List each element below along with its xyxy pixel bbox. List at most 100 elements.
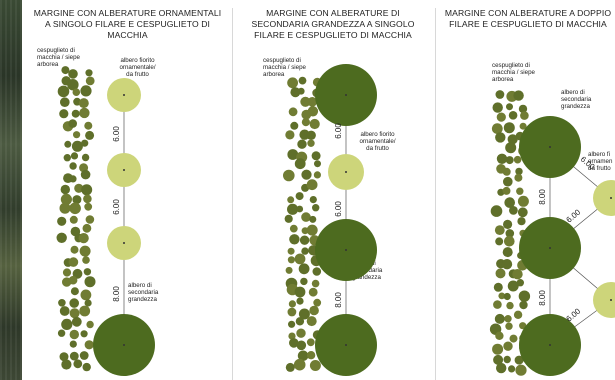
shrub-clump — [59, 109, 69, 119]
shrub-clump — [504, 197, 515, 208]
shrub-clump — [288, 107, 298, 117]
shrub-clump — [494, 313, 505, 324]
shrub-clump — [309, 305, 319, 316]
shrub-clump — [285, 130, 295, 140]
shrub-clump — [73, 359, 83, 369]
shrub-clump — [505, 142, 517, 154]
shrub-clump — [81, 184, 93, 196]
panel-3-shrub-hedge — [489, 90, 531, 376]
shrub-clump — [83, 194, 92, 204]
panel-single-row-ornamental: MARGINE CON ALBERATURE ORNAMENTALI A SIN… — [25, 0, 230, 380]
shrub-clump — [59, 202, 71, 214]
shrub-clump — [84, 276, 96, 288]
shrub-clump — [295, 192, 304, 201]
shrub-clump — [285, 266, 293, 274]
shrub-clump — [493, 354, 504, 365]
shrub-clump — [79, 351, 89, 360]
shrub-clump — [84, 202, 93, 211]
shrub-clump — [79, 107, 90, 119]
shrub-clump — [505, 229, 515, 238]
shrub-clump — [283, 169, 295, 182]
shrub-clump — [502, 247, 513, 258]
shrub-clump — [503, 292, 511, 301]
shrub-clump — [311, 151, 321, 161]
shrub-clump — [85, 130, 95, 140]
tree-centre-mark — [123, 169, 125, 171]
shrub-clump — [68, 257, 79, 267]
panel-3-label-shrub: cespuglieto di macchia / siepe arborea — [492, 62, 535, 83]
shrub-clump — [520, 111, 529, 120]
shrub-clump — [72, 88, 81, 96]
panel-1-label-flowering-tree: albero fiorito ornamentale/ da frutto — [119, 57, 156, 78]
shrub-clump — [297, 139, 307, 149]
shrub-clump — [312, 204, 320, 212]
shrub-clump — [507, 134, 518, 145]
shrub-clump — [294, 286, 306, 298]
shrub-clump — [492, 102, 503, 113]
shrub-clump — [506, 103, 513, 111]
shrub-clump — [311, 279, 320, 288]
shrub-clump — [82, 223, 92, 233]
shrub-clump — [69, 215, 78, 224]
shrub-clump — [85, 69, 93, 77]
shrub-clump — [69, 308, 80, 319]
shrub-clump — [509, 334, 518, 343]
shrub-clump — [287, 149, 299, 160]
tree-centre-mark — [610, 197, 612, 199]
panel-2-shrub-hedge — [283, 76, 322, 372]
shrub-clump — [81, 139, 89, 147]
shrub-clump — [495, 90, 505, 99]
shrub-clump — [297, 350, 309, 362]
shrub-clump — [79, 245, 91, 257]
tree-centre-mark — [345, 344, 347, 346]
shrub-clump — [309, 118, 320, 130]
shrub-clump — [70, 245, 79, 254]
panel-2-title: MARGINE CON ALBERATURE DI SECONDARIA GRA… — [251, 8, 415, 40]
shrub-clump — [307, 97, 318, 107]
shrub-clump — [57, 85, 70, 98]
shrub-clump — [68, 69, 78, 79]
shrub-clump — [296, 328, 306, 338]
panel-divider — [435, 8, 436, 380]
shrub-clump — [84, 121, 93, 130]
shrub-clump — [296, 340, 307, 351]
panel-3-label-secondary-tree: albero di secondaria grandezza — [561, 89, 592, 110]
shrub-clump — [80, 169, 91, 180]
shrub-clump — [61, 359, 72, 370]
panel-1-title: MARGINE CON ALBERATURE ORNAMENTALI A SIN… — [33, 8, 222, 40]
shrub-clump — [517, 207, 528, 218]
shrub-clump — [285, 362, 295, 372]
shrub-clump — [72, 268, 83, 279]
shrub-clump — [512, 269, 523, 280]
shrub-clump — [309, 360, 321, 371]
background-photo-strip — [0, 0, 22, 380]
panel-2-dim-2: 6.00 — [334, 201, 343, 217]
panel-3-dim-5: 6.00 — [565, 306, 583, 323]
shrub-clump — [513, 310, 523, 319]
tree-centre-mark — [123, 94, 125, 96]
shrub-clump — [519, 122, 527, 130]
shrub-clump — [288, 332, 296, 340]
panel-divider — [232, 8, 233, 380]
shrub-clump — [490, 205, 503, 217]
shrub-clump — [314, 160, 321, 168]
shrub-clump — [73, 131, 81, 139]
shrub-clump — [57, 329, 66, 337]
shrub-clump — [301, 169, 312, 180]
shrub-clump — [495, 331, 504, 340]
shrub-clump — [84, 299, 92, 307]
tree-centre-mark — [549, 247, 551, 249]
shrub-clump — [85, 76, 95, 86]
shrub-clump — [518, 290, 531, 302]
shrub-clump — [67, 79, 79, 91]
shrub-clump — [287, 203, 299, 215]
shrub-clump — [58, 299, 66, 307]
shrub-clump — [69, 162, 77, 170]
shrub-clump — [72, 195, 82, 205]
shrub-clump — [64, 140, 72, 148]
shrub-clump — [518, 104, 528, 114]
shrub-clump — [61, 318, 73, 330]
shrub-clump — [69, 329, 79, 340]
shrub-clump — [309, 196, 317, 204]
